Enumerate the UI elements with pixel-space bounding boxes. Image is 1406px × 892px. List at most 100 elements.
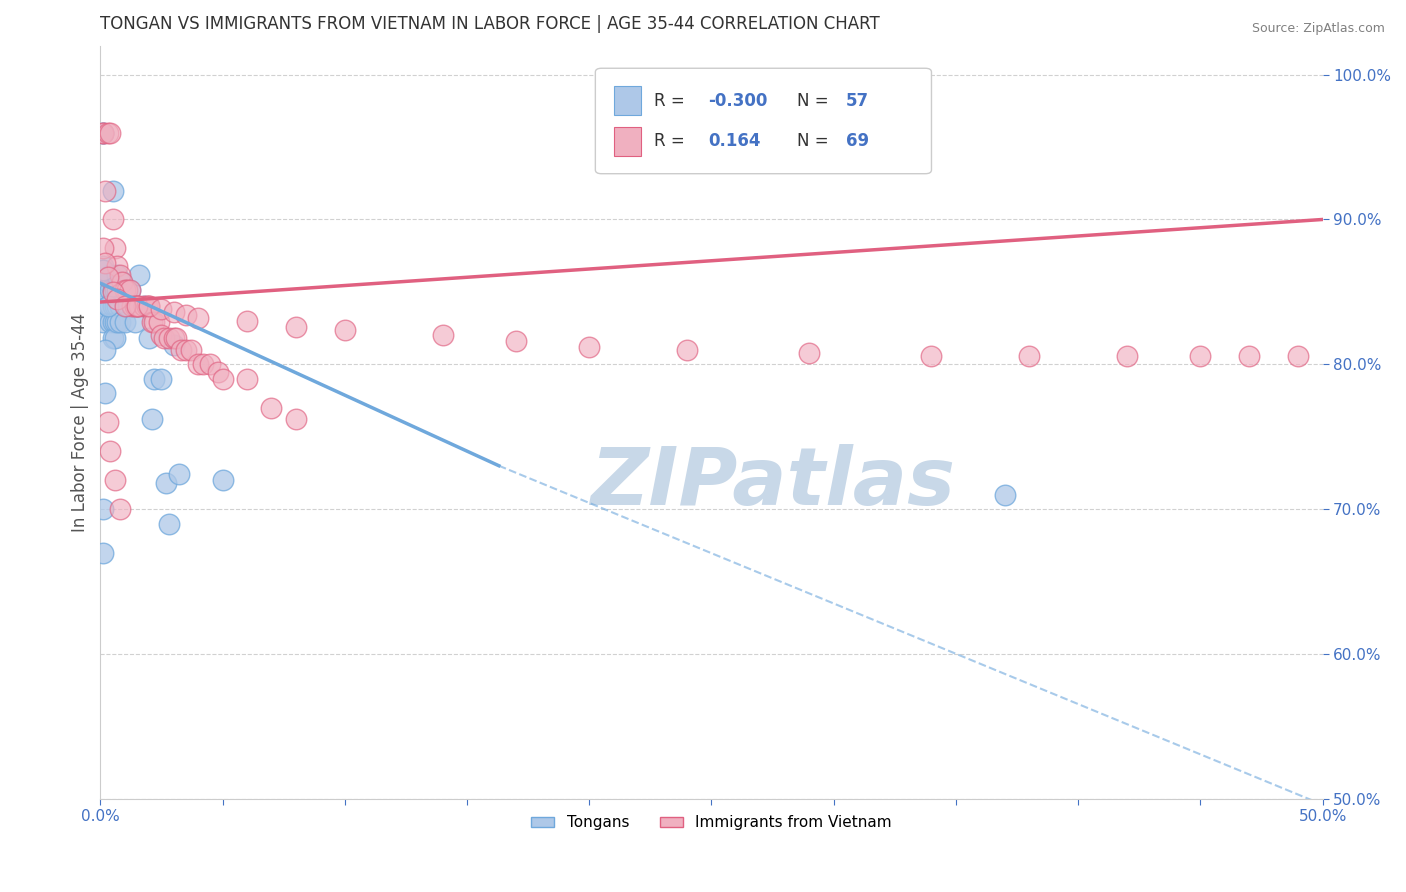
Point [284,319,307,334]
Point [97,415,120,429]
Point [107,259,129,273]
Point [150,372,173,386]
Point [91,263,114,277]
Point [104,284,127,298]
Point [101,184,124,198]
Point [432,328,454,343]
Point [111,275,134,289]
Point [1189,349,1212,363]
Point [108,299,131,313]
Legend: Tongans, Immigrants from Vietnam: Tongans, Immigrants from Vietnam [526,809,897,837]
Point [163,331,186,345]
Point [114,284,136,298]
Point [1239,349,1261,363]
Point [104,315,127,329]
Point [191,357,214,371]
Point [97,126,120,140]
Point [150,328,173,343]
Point [994,488,1017,502]
Point [114,299,136,313]
Point [187,310,209,325]
Point [157,516,180,531]
Point [121,299,143,313]
Text: 69: 69 [846,132,869,151]
Point [207,365,229,379]
Point [107,299,129,313]
Point [98,284,121,298]
Point [125,299,148,313]
Point [505,334,527,348]
Point [143,372,166,386]
Text: -0.300: -0.300 [707,92,768,110]
Point [114,315,136,329]
Point [104,473,127,487]
Point [98,315,121,329]
Point [94,184,117,198]
Point [114,299,136,313]
Point [284,412,307,426]
Text: TONGAN VS IMMIGRANTS FROM VIETNAM IN LABOR FORCE | AGE 35-44 CORRELATION CHART: TONGAN VS IMMIGRANTS FROM VIETNAM IN LAB… [100,15,880,33]
Point [94,386,117,401]
Point [97,299,120,313]
Point [91,126,114,140]
Point [115,284,138,298]
Point [163,338,186,352]
Text: R =: R = [654,92,690,110]
Point [97,275,120,289]
Point [91,126,114,140]
Point [104,242,127,256]
Point [98,126,121,140]
FancyBboxPatch shape [613,127,641,155]
Point [124,299,146,313]
Point [578,340,600,354]
Point [211,372,233,386]
Point [143,315,166,329]
Text: 0.164: 0.164 [707,132,761,151]
Point [108,315,131,329]
Point [115,299,138,313]
Point [91,546,114,560]
Point [165,331,187,345]
Point [1018,349,1040,363]
Point [128,299,150,313]
Point [128,268,150,282]
Point [138,299,160,313]
Point [94,284,117,298]
Point [98,299,121,313]
Point [91,259,114,273]
Point [101,299,124,313]
Point [111,275,134,289]
Point [107,292,129,306]
Point [91,275,114,289]
Point [91,242,114,256]
Point [180,343,202,357]
Point [211,473,233,487]
Point [141,315,163,329]
Point [676,343,699,357]
Point [118,284,141,298]
Point [91,502,114,516]
Point [104,331,127,345]
Point [1116,349,1139,363]
Point [134,299,156,313]
Text: N =: N = [797,92,834,110]
Point [134,299,156,313]
Point [260,401,283,415]
Point [167,467,190,482]
Point [1286,349,1309,363]
Point [108,502,131,516]
Point [135,299,157,313]
Point [98,444,121,458]
Point [174,343,197,357]
Point [91,275,114,289]
Text: N =: N = [797,132,834,151]
Point [138,331,160,345]
Point [97,299,120,313]
Point [148,315,170,329]
Point [91,315,114,329]
Point [94,343,117,357]
Point [200,357,222,371]
Point [98,299,121,313]
Point [163,305,186,319]
Point [121,299,143,313]
